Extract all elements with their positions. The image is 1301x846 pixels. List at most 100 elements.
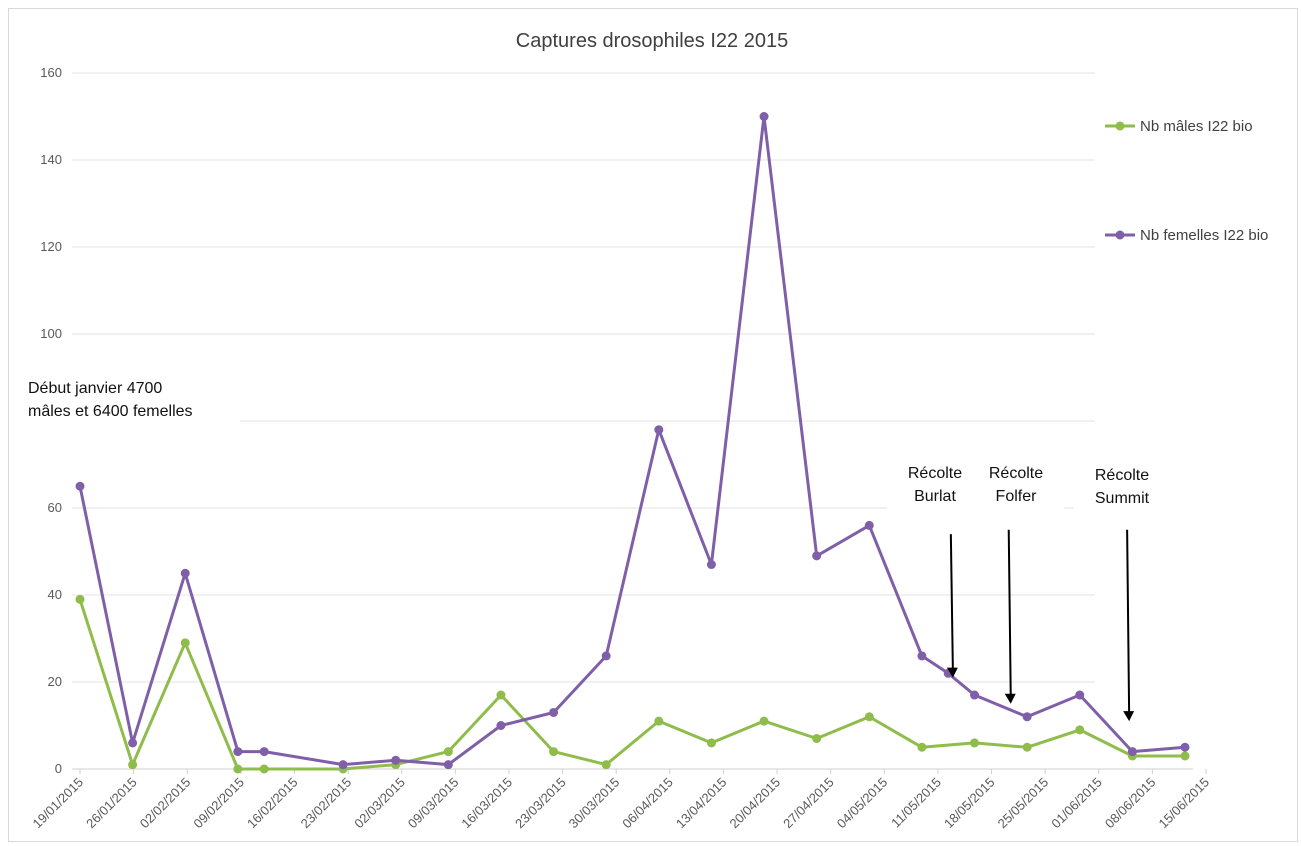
- x-tick-label: 23/02/2015: [298, 775, 355, 832]
- x-tick-label: 25/05/2015: [995, 775, 1052, 832]
- y-tick-label: 20: [48, 674, 62, 689]
- data-point: [812, 551, 822, 561]
- annotation-background: [968, 458, 1064, 510]
- data-point: [443, 760, 453, 770]
- data-point: [338, 760, 348, 770]
- x-tick-label: 15/06/2015: [1155, 775, 1212, 832]
- data-point: [1180, 742, 1190, 752]
- gridlines: [72, 72, 1193, 770]
- annotation-text: mâles et 6400 femelles: [28, 403, 193, 420]
- data-point: [75, 594, 85, 604]
- data-point: [917, 651, 927, 661]
- series-line: [78, 115, 1186, 767]
- annotation-arrow: [1126, 529, 1131, 713]
- annotation-text: Récolte: [908, 465, 962, 482]
- x-tick-label: 26/01/2015: [83, 775, 140, 832]
- annotation-text: Récolte: [989, 465, 1043, 482]
- series-femelles: [75, 112, 1190, 770]
- data-point: [128, 738, 138, 748]
- legend-swatch-marker: [1115, 121, 1125, 131]
- annotation-arrowhead: [1004, 693, 1016, 704]
- x-tick-label: 30/03/2015: [566, 775, 623, 832]
- data-point: [180, 568, 190, 578]
- series-males: [75, 594, 1190, 774]
- x-tick-label: 16/02/2015: [244, 775, 301, 832]
- legend-label: Nb femelles I22 bio: [1140, 227, 1268, 244]
- x-tick-label: 04/05/2015: [834, 775, 891, 832]
- data-point: [549, 747, 559, 757]
- data-point: [1022, 712, 1032, 722]
- x-axis-ticks: 19/01/201526/01/201502/02/201509/02/2015…: [29, 769, 1212, 831]
- data-point: [654, 425, 664, 435]
- data-point: [970, 690, 980, 700]
- chart-title: Captures drosophiles I22 2015: [516, 30, 788, 52]
- annotation-arrow: [1007, 529, 1012, 695]
- data-point: [917, 742, 927, 752]
- data-point: [1022, 742, 1032, 752]
- annotation-arrowhead: [946, 667, 958, 678]
- data-point: [706, 560, 716, 570]
- data-point: [812, 734, 822, 744]
- data-point: [759, 716, 769, 726]
- x-tick-label: 06/04/2015: [619, 775, 676, 832]
- annotation-background: [887, 458, 983, 510]
- annotation-arrowhead: [1123, 711, 1135, 722]
- data-point: [259, 747, 269, 757]
- x-tick-label: 20/04/2015: [727, 775, 784, 832]
- annotation-arrow: [949, 534, 954, 669]
- legend-swatch-marker: [1115, 230, 1125, 240]
- annotation-text: Récolte: [1095, 467, 1149, 484]
- x-tick-label: 02/03/2015: [351, 775, 408, 832]
- data-point: [601, 760, 611, 770]
- data-point: [1075, 690, 1085, 700]
- data-point: [259, 764, 269, 774]
- y-tick-label: 160: [40, 65, 62, 80]
- x-tick-label: 11/05/2015: [888, 775, 944, 831]
- data-point: [443, 747, 453, 757]
- data-point: [601, 651, 611, 661]
- data-point: [759, 112, 769, 121]
- y-tick-label: 40: [48, 587, 62, 602]
- x-tick-label: 09/03/2015: [405, 775, 462, 832]
- data-point: [75, 481, 85, 491]
- data-point: [706, 738, 716, 748]
- data-point: [233, 764, 243, 774]
- data-point: [1180, 751, 1190, 761]
- series-line: [78, 598, 1185, 771]
- x-tick-label: 01/06/2015: [1048, 775, 1105, 832]
- data-point: [496, 721, 506, 730]
- data-point: [970, 738, 980, 748]
- data-point: [864, 712, 874, 722]
- data-point: [128, 760, 138, 770]
- data-point: [180, 638, 190, 648]
- data-point: [654, 716, 664, 726]
- y-tick-label: 120: [40, 239, 62, 254]
- y-tick-label: 0: [55, 761, 62, 776]
- legend: Nb mâles I22 bio Nb femelles I22 bio: [1105, 118, 1268, 244]
- data-point: [496, 690, 506, 700]
- x-tick-label: 09/02/2015: [190, 775, 247, 832]
- data-point: [549, 707, 559, 717]
- x-tick-label: 02/02/2015: [137, 775, 194, 832]
- y-tick-label: 60: [48, 500, 62, 515]
- annotation-text: Burlat: [914, 488, 956, 505]
- annotation-background: [1074, 460, 1170, 512]
- annotation-text: Folfer: [996, 488, 1038, 505]
- annotation-background: [20, 372, 240, 428]
- y-axis-ticks: 0 20 40 60 100 120 140 160: [40, 65, 62, 776]
- annotation-text: Début janvier 4700: [28, 380, 162, 397]
- data-point: [1075, 725, 1085, 735]
- x-tick-label: 08/06/2015: [1102, 775, 1159, 832]
- x-tick-label: 16/03/2015: [458, 775, 515, 832]
- x-tick-label: 23/03/2015: [512, 775, 569, 832]
- annotations: Début janvier 4700 mâles et 6400 femelles…: [20, 372, 1170, 722]
- annotation-text: Summit: [1095, 490, 1150, 507]
- x-tick-label: 27/04/2015: [780, 775, 837, 832]
- y-tick-label: 140: [40, 152, 62, 167]
- x-tick-label: 19/01/2015: [29, 775, 86, 832]
- data-point: [1127, 747, 1137, 757]
- data-point: [864, 520, 874, 530]
- data-point: [233, 747, 243, 757]
- y-tick-label: 100: [40, 326, 62, 341]
